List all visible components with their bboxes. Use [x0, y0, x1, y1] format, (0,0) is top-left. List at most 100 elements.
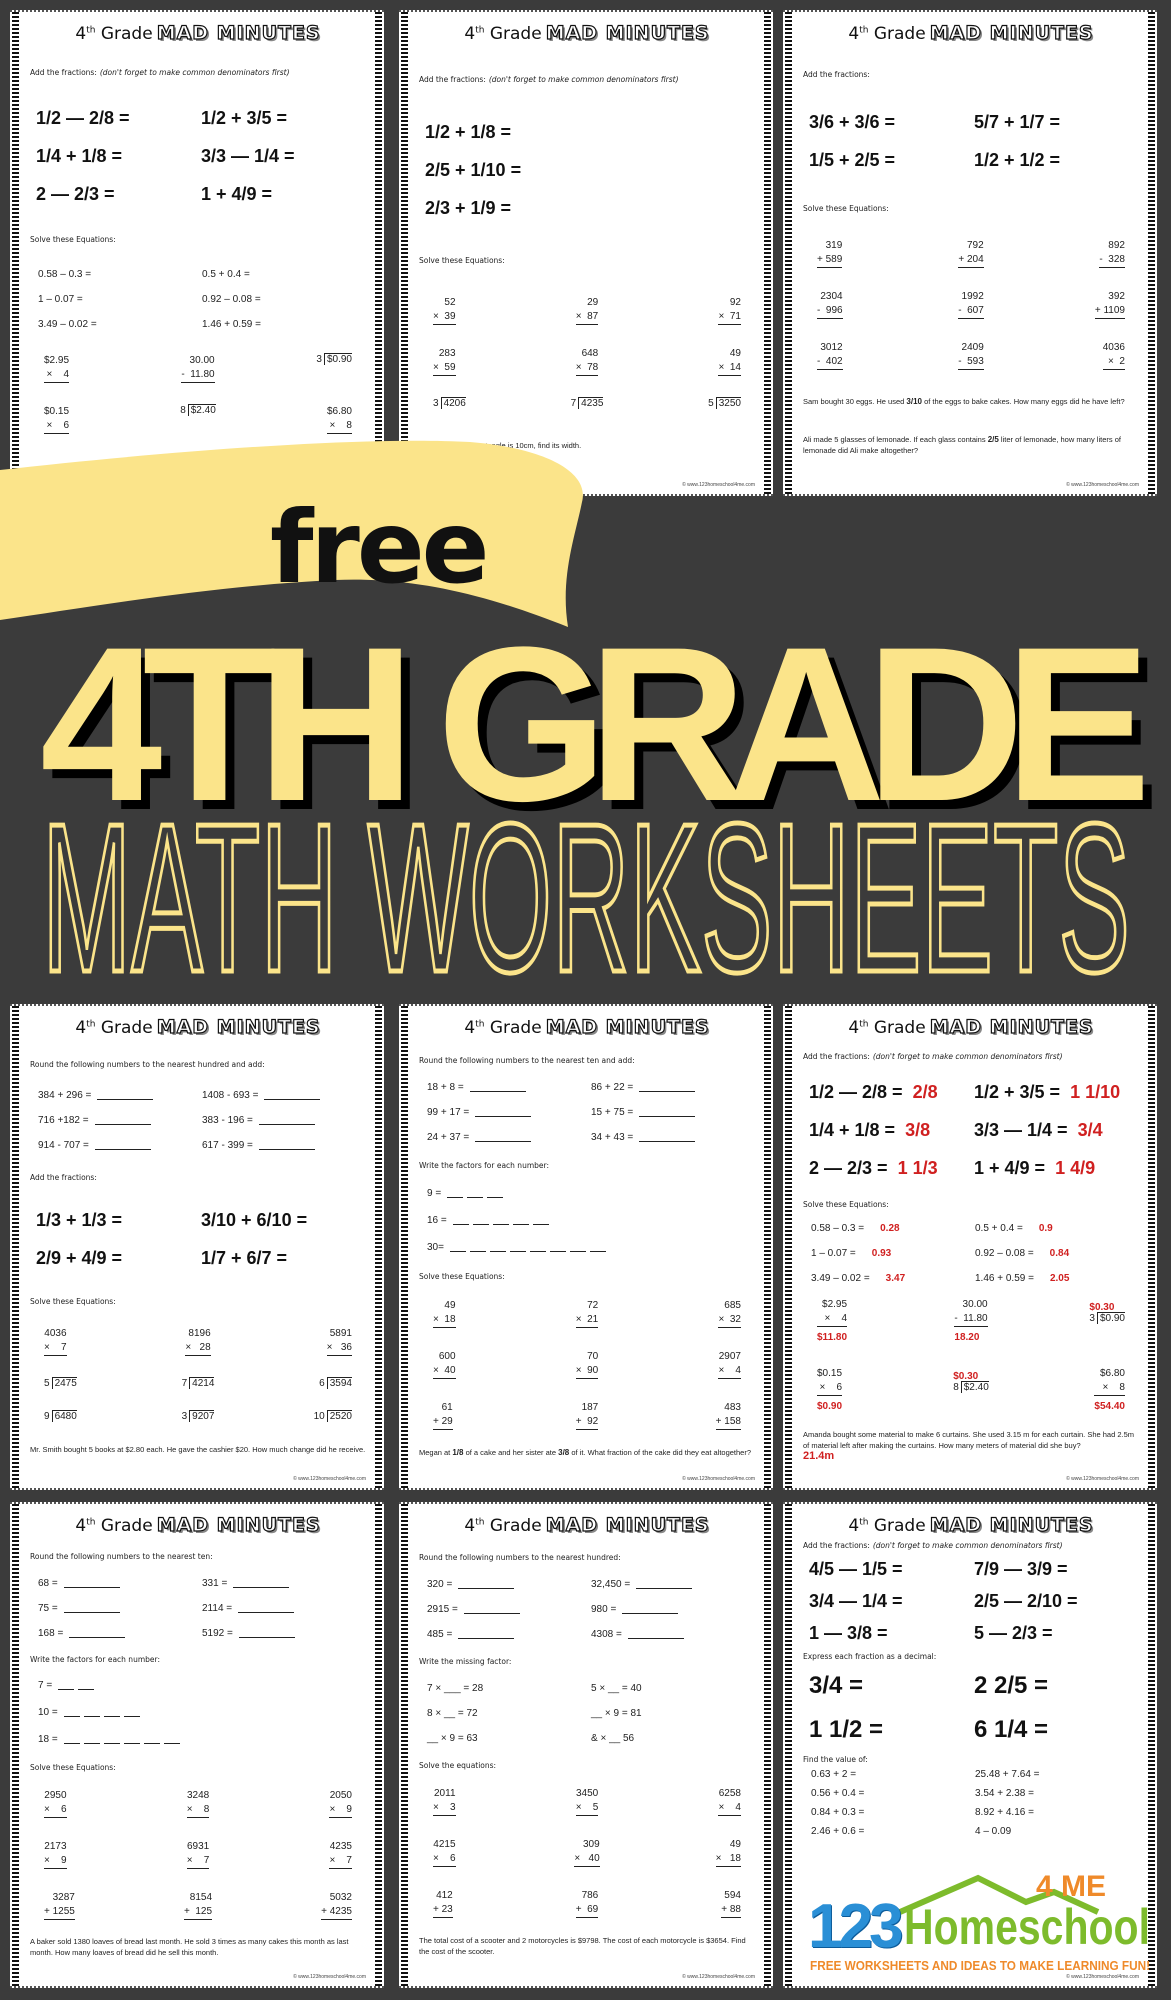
fraction-expression: 1/2 — 2/8 =: [809, 1082, 903, 1103]
equation: 1 – 0.07 = 0.93: [811, 1248, 975, 1259]
top-number: $6.80: [1099, 1368, 1125, 1380]
equation-text: 7 × ___ = 28: [427, 1683, 484, 1694]
equation: 2.46 + 0.6 =: [811, 1826, 975, 1837]
long-division-problem: 10 2520: [314, 1410, 352, 1422]
fraction-problem: 2 2/5 =: [974, 1666, 1139, 1706]
fraction-expression: 4/5 — 1/5 =: [809, 1558, 903, 1579]
long-division-problem: 9 6480: [44, 1410, 77, 1422]
copyright-footer: © www.123homeschool4me.com: [682, 1974, 755, 1980]
factor-blank: [512, 1215, 529, 1225]
factor-blank: [143, 1734, 160, 1744]
equation-text: 1 – 0.07 =: [38, 293, 83, 305]
equation-text: 331 =: [202, 1577, 228, 1589]
fraction-problem: 3/3 — 1/4 =: [201, 139, 366, 173]
equation: 34 + 43 =: [591, 1132, 755, 1143]
dividend: $2.40: [960, 1381, 989, 1394]
fraction-expression: 1 1/2 =: [809, 1716, 884, 1743]
long-division-problem: 5 3250: [708, 397, 741, 409]
divisor: 3: [1089, 1313, 1095, 1325]
dividend: 4206: [440, 397, 466, 409]
equation-text: & × __ 56: [591, 1733, 635, 1744]
answer: $54.40: [1094, 1401, 1125, 1413]
bottom-number: + 29: [433, 1415, 453, 1430]
fraction-expression: 3/4 =: [809, 1672, 864, 1699]
equation: 2915 =: [427, 1604, 591, 1615]
top-number: 5032: [329, 1891, 352, 1903]
fraction-problem: 2/5 — 2/10 =: [974, 1587, 1139, 1615]
instruction: Solve these Equations:: [30, 235, 366, 244]
equation: __ × 9 = 81: [591, 1708, 755, 1719]
equation-text: 99 + 17 =: [427, 1107, 470, 1119]
instruction: Add the fractions: (don't forget to make …: [30, 68, 366, 77]
worksheet-title: 4th Grade MAD MINUTES: [419, 1015, 755, 1038]
fraction-expression: 1/7 + 6/7 =: [201, 1247, 288, 1268]
equation: 716 +182 =: [38, 1115, 202, 1126]
equation-text: 1408 - 693 =: [202, 1090, 259, 1101]
answer-blank: [97, 1090, 154, 1100]
top-number: 61: [441, 1401, 453, 1413]
fraction-problem: 1 1/2 =: [809, 1710, 974, 1750]
inline-fraction: 3/10: [906, 397, 922, 407]
worksheet-title: 4th Grade MAD MINUTES: [803, 1513, 1139, 1536]
grade-suffix: th: [475, 1517, 485, 1528]
top-number: 70: [587, 1350, 599, 1362]
fraction-expression: 3/3 — 1/4 =: [201, 145, 295, 166]
top-number: 30.00: [962, 1299, 988, 1311]
top-number: 1992: [961, 291, 984, 303]
bottom-number: × 21: [575, 1313, 599, 1328]
bottom-number: × 6: [433, 1852, 456, 1867]
mad-minutes-label: MAD MINUTES: [929, 1015, 1094, 1038]
grade-number: 4: [75, 1516, 87, 1536]
bottom-number: × 7: [329, 1854, 352, 1869]
instruction: Add the fractions: (don't forget to make …: [803, 1052, 1139, 1061]
answer-blank: [627, 1629, 684, 1639]
instruction: Round the following numbers to the neare…: [419, 1553, 755, 1562]
grade-number: 4: [464, 1018, 476, 1038]
equation-list: 0.58 – 0.3 = 0.28 0.5 + 0.4 = 0.9 1 – 0.07 =…: [803, 1223, 1139, 1284]
bottom-number: × 78: [575, 361, 599, 376]
vertical-problem: 2950 × 6: [44, 1789, 67, 1818]
grade-label: 4th Grade: [848, 24, 925, 44]
headline-math-worksheets: MATH WORKSHEETS: [42, 815, 1130, 980]
instruction: Round the following numbers to the neare…: [419, 1056, 755, 1065]
logo-tagline-graphic: FREE WORKSHEETS AND IDEAS TO MAKE LEARNI…: [810, 1958, 1150, 1972]
fraction-expression: 2 — 2/3 =: [809, 1158, 888, 1179]
equation: 331 =: [202, 1578, 366, 1589]
instruction-text: Solve these Equations:: [30, 1763, 116, 1773]
instruction: Add the fractions: (don't forget to make …: [803, 1541, 1139, 1550]
bottom-number: - 607: [958, 304, 984, 320]
bottom-number: × 6: [817, 1381, 843, 1397]
fraction-problem: 3/4 =: [809, 1666, 974, 1706]
answer-blank: [94, 1140, 151, 1150]
word-problem-text: the length of the rectangle is 10cm, fin…: [419, 441, 582, 450]
vertical-problem: $6.80 × 8 $54.40: [1094, 1367, 1125, 1414]
long-division-problem: $0.30 3 $0.90: [1089, 1298, 1125, 1345]
fraction-problem: 2/9 + 4/9 =: [36, 1241, 201, 1275]
equation: 980 =: [591, 1604, 755, 1615]
vertical-problem: 2907 × 4: [718, 1350, 741, 1379]
vertical-problem: 8196 × 28: [185, 1327, 211, 1356]
equation-text: 0.84 + 0.3 =: [811, 1807, 865, 1818]
grade-word: Grade: [489, 1018, 542, 1038]
bottom-number: × 6: [44, 419, 70, 434]
equation-text: 0.92 – 0.08 =: [975, 1248, 1034, 1260]
top-number: 392: [1108, 291, 1125, 303]
top-number: 5891: [329, 1328, 352, 1339]
instruction-text: Write the factors for each number:: [30, 1654, 160, 1664]
grade-word: Grade: [100, 24, 153, 44]
vertical-problem: 1992- 607: [958, 290, 984, 320]
divisor: 3: [181, 1411, 188, 1422]
bottom-number: × 4: [44, 368, 70, 383]
instruction-note: (don't forget to make common denominator…: [488, 75, 679, 84]
bottom-number: × 14: [718, 361, 741, 376]
fraction-problem: 3/3 — 1/4 = 3/4: [974, 1114, 1139, 1148]
fraction-problem: 1 — 3/8 =: [809, 1619, 974, 1647]
equation-text: 617 - 399 =: [202, 1140, 253, 1151]
fraction-problems: 3/4 = 2 2/5 = 1 1/2 = 6 1/4 =: [803, 1666, 1139, 1750]
vertical-problem: 3287 + 1255: [44, 1891, 75, 1920]
word-problem: the length of the rectangle is 10cm, fin…: [419, 440, 755, 451]
factor-number: 18 =: [38, 1734, 58, 1745]
free-label: free: [270, 489, 489, 606]
worksheet-title: 4th Grade MAD MINUTES: [30, 21, 366, 44]
word-problem: A baker sold 1380 loaves of bread last m…: [30, 1936, 366, 1958]
